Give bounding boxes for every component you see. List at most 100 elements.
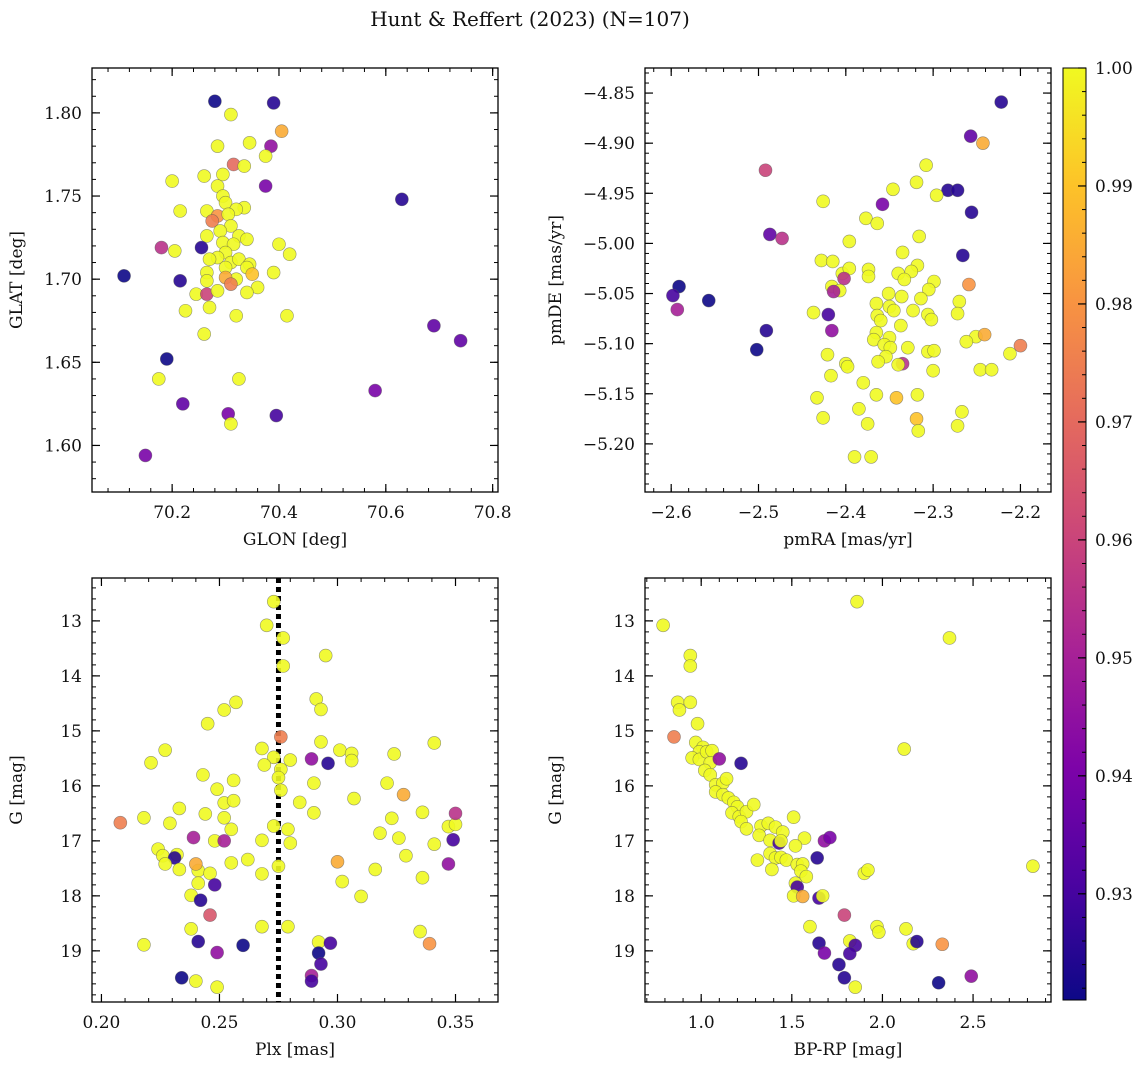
scatter-point — [255, 741, 269, 756]
colorbar-tick-label: 0.93 — [1095, 885, 1133, 905]
scatter-point — [387, 747, 401, 761]
scatter-point — [860, 417, 875, 431]
scatter-point — [750, 853, 765, 867]
x-tick-label: 0.35 — [437, 1013, 475, 1033]
scatter-point — [176, 397, 190, 411]
scatter-point — [229, 695, 243, 710]
y-axis-label: GLAT [deg] — [7, 231, 27, 329]
scatter-point — [872, 925, 886, 939]
x-tick-label: 70.4 — [260, 503, 298, 523]
y-axis-label: pmDE [mas/yr] — [546, 215, 566, 345]
colorbar-tick-label: 1.00 — [1095, 59, 1133, 79]
scatter-point — [368, 383, 382, 398]
x-tick-label: 70.8 — [474, 503, 512, 523]
x-axis-label: GLON [deg] — [243, 530, 347, 550]
scatter-point — [307, 776, 321, 790]
scatter-point — [224, 417, 238, 431]
scatter-point — [786, 810, 801, 825]
scatter-points — [666, 95, 1028, 464]
scatter-point — [314, 735, 328, 749]
scatter-point — [910, 387, 925, 402]
scatter-point — [817, 946, 832, 960]
scatter-point — [282, 247, 297, 262]
scatter-point — [193, 893, 208, 908]
scatter-point — [848, 980, 863, 994]
scatter-point — [962, 277, 976, 292]
scatter-point — [942, 631, 957, 645]
scatter-point — [198, 807, 213, 821]
y-tick-label: 1.80 — [44, 104, 82, 124]
scatter-point — [832, 957, 846, 972]
scatter-point — [113, 815, 128, 830]
colorbar-tick-label: 0.94 — [1095, 767, 1133, 787]
scatter-point — [911, 424, 926, 438]
scatter-point — [963, 129, 978, 143]
scatter-point — [656, 618, 670, 633]
scatter-point — [266, 96, 281, 110]
y-tick-label: 1.65 — [44, 353, 82, 373]
scatter-point — [746, 797, 761, 812]
scatter-point — [196, 768, 210, 782]
scatter-point — [850, 594, 864, 609]
scatter-point — [158, 857, 172, 871]
scatter-point — [321, 756, 335, 771]
scatter-point — [242, 136, 257, 150]
y-axis-label: G [mag] — [546, 755, 566, 824]
scatter-point — [891, 357, 906, 372]
scatter-point — [843, 946, 857, 961]
scatter-point — [174, 971, 189, 985]
scatter-point — [207, 878, 222, 892]
scatter-point — [889, 390, 904, 405]
scatter-point — [255, 833, 269, 848]
scatter-point — [271, 859, 286, 873]
scatter-point — [158, 743, 172, 757]
scatter-point — [749, 342, 764, 357]
scatter-point — [921, 282, 936, 297]
scatter-point — [245, 267, 260, 281]
scatter-point — [354, 889, 368, 904]
scatter-point — [314, 957, 328, 971]
y-tick-label: −4.85 — [583, 84, 635, 104]
scatter-point — [824, 368, 838, 383]
x-tick-label: −2.3 — [912, 503, 953, 523]
x-tick-label: 70.2 — [153, 503, 191, 523]
y-tick-label: −5.20 — [583, 435, 635, 455]
scatter-point — [875, 197, 890, 212]
scatter-point — [1026, 859, 1040, 873]
scatter-point — [259, 618, 274, 633]
scatter-point — [269, 408, 284, 423]
scatter-point — [427, 837, 442, 851]
y-tick-label: 13 — [60, 612, 82, 632]
scatter-point — [216, 167, 230, 182]
scatter-point — [856, 375, 871, 390]
scatter-point — [816, 411, 830, 425]
scatter-point — [901, 340, 915, 355]
scatter-point — [683, 695, 698, 710]
scatter-point — [871, 354, 885, 369]
scatter-point — [210, 980, 224, 994]
y-tick-label: −4.90 — [583, 134, 635, 154]
scatter-point — [203, 908, 217, 922]
scatter-point — [415, 805, 430, 820]
scatter-point — [217, 810, 231, 825]
scatter-point — [281, 822, 295, 837]
axes-frame — [91, 577, 499, 1003]
scatter-point — [453, 333, 468, 348]
scatter-point — [924, 312, 939, 327]
scatter-point — [950, 419, 965, 433]
colorbar-tick-label: 0.97 — [1095, 413, 1133, 433]
y-tick-label: 16 — [613, 777, 635, 797]
y-tick-label: 18 — [613, 887, 635, 907]
scatter-point — [912, 229, 926, 244]
axes-frame — [91, 67, 499, 493]
x-tick-label: 1.0 — [688, 1013, 715, 1033]
scatter-point — [984, 362, 999, 377]
scatter-point — [236, 938, 250, 953]
scatter-point — [815, 889, 830, 903]
y-tick-label: 14 — [613, 667, 635, 687]
scatter-point — [873, 313, 888, 328]
scatter-point — [774, 834, 788, 848]
scatter-point — [814, 253, 829, 268]
scatter-point — [314, 702, 328, 717]
